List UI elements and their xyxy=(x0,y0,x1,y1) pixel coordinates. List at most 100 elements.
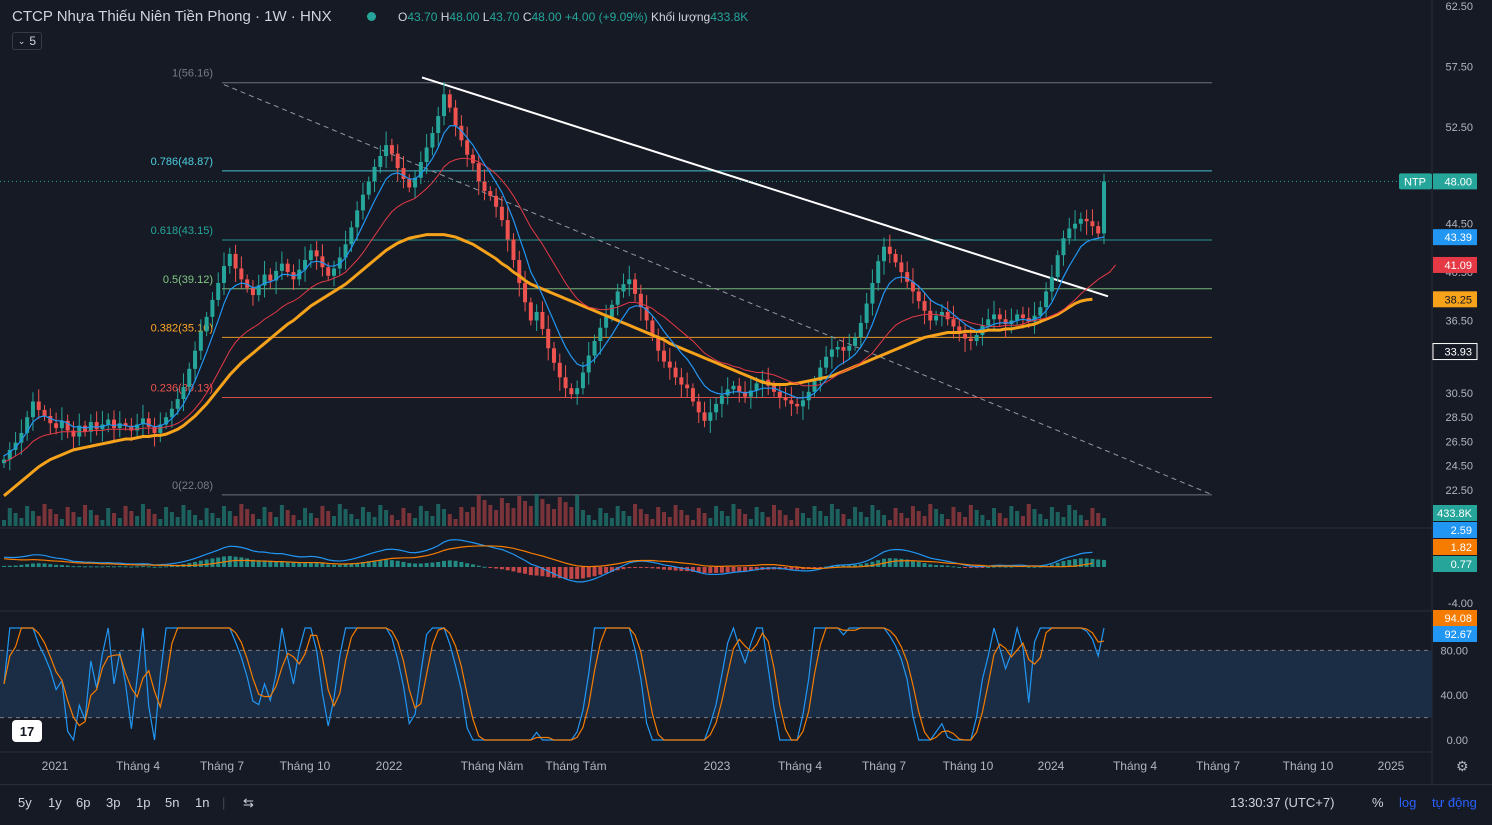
high-value: 48.00 xyxy=(449,10,480,24)
volume-bar xyxy=(181,505,186,526)
gear-icon[interactable]: ⚙ xyxy=(1456,758,1469,774)
macd-histogram-bar xyxy=(245,558,250,567)
macd-histogram-bar xyxy=(291,562,296,567)
last-price-label: 48.00 xyxy=(1444,176,1472,188)
candle-body xyxy=(13,442,18,450)
time-tick-label: Tháng 7 xyxy=(1196,759,1240,773)
macd-histogram-bar xyxy=(303,562,308,567)
macd-value-badge xyxy=(1433,556,1477,572)
stoch-tick-label: 40.00 xyxy=(1440,690,1468,702)
candle-body xyxy=(905,272,910,282)
auto-toggle[interactable]: tự động xyxy=(1432,795,1477,810)
range-6m-button[interactable]: 6p xyxy=(76,795,91,810)
candle-body xyxy=(181,386,186,400)
price-tick-label: 24.50 xyxy=(1445,461,1473,473)
candle-body xyxy=(401,168,406,179)
candle-body xyxy=(748,390,753,397)
volume-bar xyxy=(453,519,458,526)
tradingview-logo-icon[interactable]: 17 xyxy=(12,720,42,742)
macd-histogram-bar xyxy=(54,564,59,567)
volume-bar xyxy=(540,499,545,526)
candle-body xyxy=(858,322,863,338)
range-1d-button[interactable]: 1n xyxy=(195,795,210,810)
volume-bar xyxy=(71,512,76,526)
candle-body xyxy=(413,177,418,188)
candle-body xyxy=(528,302,533,321)
candle-body xyxy=(870,282,875,304)
macd-histogram-bar xyxy=(690,567,695,572)
symbol-title[interactable]: CTCP Nhựa Thiếu Niên Tiền Phong · 1W · H… xyxy=(12,8,332,25)
candle-body xyxy=(30,401,35,418)
volume-bar xyxy=(169,512,174,526)
volume-bar xyxy=(337,504,342,526)
volume-bar xyxy=(656,507,661,526)
volume-bar xyxy=(748,519,753,526)
volume-bar xyxy=(523,501,528,526)
macd-histogram-bar xyxy=(71,566,76,568)
range-5d-button[interactable]: 5n xyxy=(165,795,180,810)
volume-bar xyxy=(951,507,956,526)
macd-histogram-bar xyxy=(193,561,198,567)
volume-bar xyxy=(227,511,232,526)
chart-canvas[interactable]: 1(56.16) 0.786(48.87) 0.618(43.15) 0.5(39.1… xyxy=(0,0,1492,784)
macd-histogram-bar xyxy=(523,567,528,574)
range-5y-button[interactable]: 5y xyxy=(18,795,32,810)
volume-bar xyxy=(858,512,863,526)
volume-bar xyxy=(968,505,973,526)
date-range-icon[interactable]: ⇆ xyxy=(243,795,254,810)
indicators-toggle-button[interactable]: ⌄ 5 xyxy=(12,32,42,50)
volume-bar xyxy=(384,510,389,526)
fib-level-label: 0(22.08) xyxy=(172,480,213,492)
volume-bar xyxy=(7,508,12,526)
log-toggle[interactable]: log xyxy=(1399,795,1417,810)
volume-bar xyxy=(54,514,59,526)
ma-value-label: 38.25 xyxy=(1444,294,1472,306)
volume-bar xyxy=(222,506,226,526)
volume-bar xyxy=(285,510,290,526)
volume-bar xyxy=(343,509,348,526)
candle-body xyxy=(615,291,620,305)
candle-body xyxy=(407,178,412,188)
stoch-value-label: 92.67 xyxy=(1444,629,1472,641)
last-price-badge xyxy=(1433,173,1477,190)
stoch-value-badge xyxy=(1433,610,1477,626)
range-1y-button[interactable]: 1y xyxy=(48,795,62,810)
candle-body xyxy=(465,140,470,155)
candle-body xyxy=(690,388,695,402)
market-status-dot-icon xyxy=(367,12,376,21)
candle-body xyxy=(679,377,684,385)
volume-bar xyxy=(164,507,169,526)
volume-bar xyxy=(424,511,429,526)
volume-bar xyxy=(112,513,116,526)
candle-body xyxy=(667,361,672,368)
candle-body xyxy=(164,417,169,425)
symbol-header[interactable]: CTCP Nhựa Thiếu Niên Tiền Phong · 1W · H… xyxy=(12,8,332,25)
volume-bar xyxy=(1038,514,1043,526)
candle-body xyxy=(395,153,400,169)
percent-toggle[interactable]: % xyxy=(1372,795,1384,810)
macd-histogram-bar xyxy=(285,561,290,567)
macd-histogram-bar xyxy=(870,561,875,567)
range-1m-button[interactable]: 1p xyxy=(136,795,151,810)
stoch-tick-label: 0.00 xyxy=(1447,735,1468,747)
macd-histogram-bar xyxy=(453,560,458,567)
volume-bar xyxy=(372,517,377,526)
candle-body xyxy=(488,191,493,196)
price-tick-label: 57.50 xyxy=(1445,62,1473,74)
macd-histogram-bar xyxy=(389,560,394,567)
volume-bar xyxy=(250,514,255,526)
clock[interactable]: 13:30:37 (UTC+7) xyxy=(1230,795,1335,810)
volume-bar xyxy=(1061,517,1066,526)
macd-histogram-bar xyxy=(708,567,713,574)
fib-level-label: 1(56.16) xyxy=(172,68,213,80)
macd-histogram-bar xyxy=(401,561,406,567)
candle-body xyxy=(19,432,24,443)
volume-bar xyxy=(870,505,875,526)
fib-level-label: 0.618(43.15) xyxy=(151,225,213,237)
range-3m-button[interactable]: 3p xyxy=(106,795,121,810)
macd-histogram-bar xyxy=(123,566,128,568)
ma-value-badge xyxy=(1433,229,1477,246)
macd-histogram-bar xyxy=(424,563,429,567)
candle-body xyxy=(48,416,53,424)
candle-body xyxy=(621,284,626,292)
